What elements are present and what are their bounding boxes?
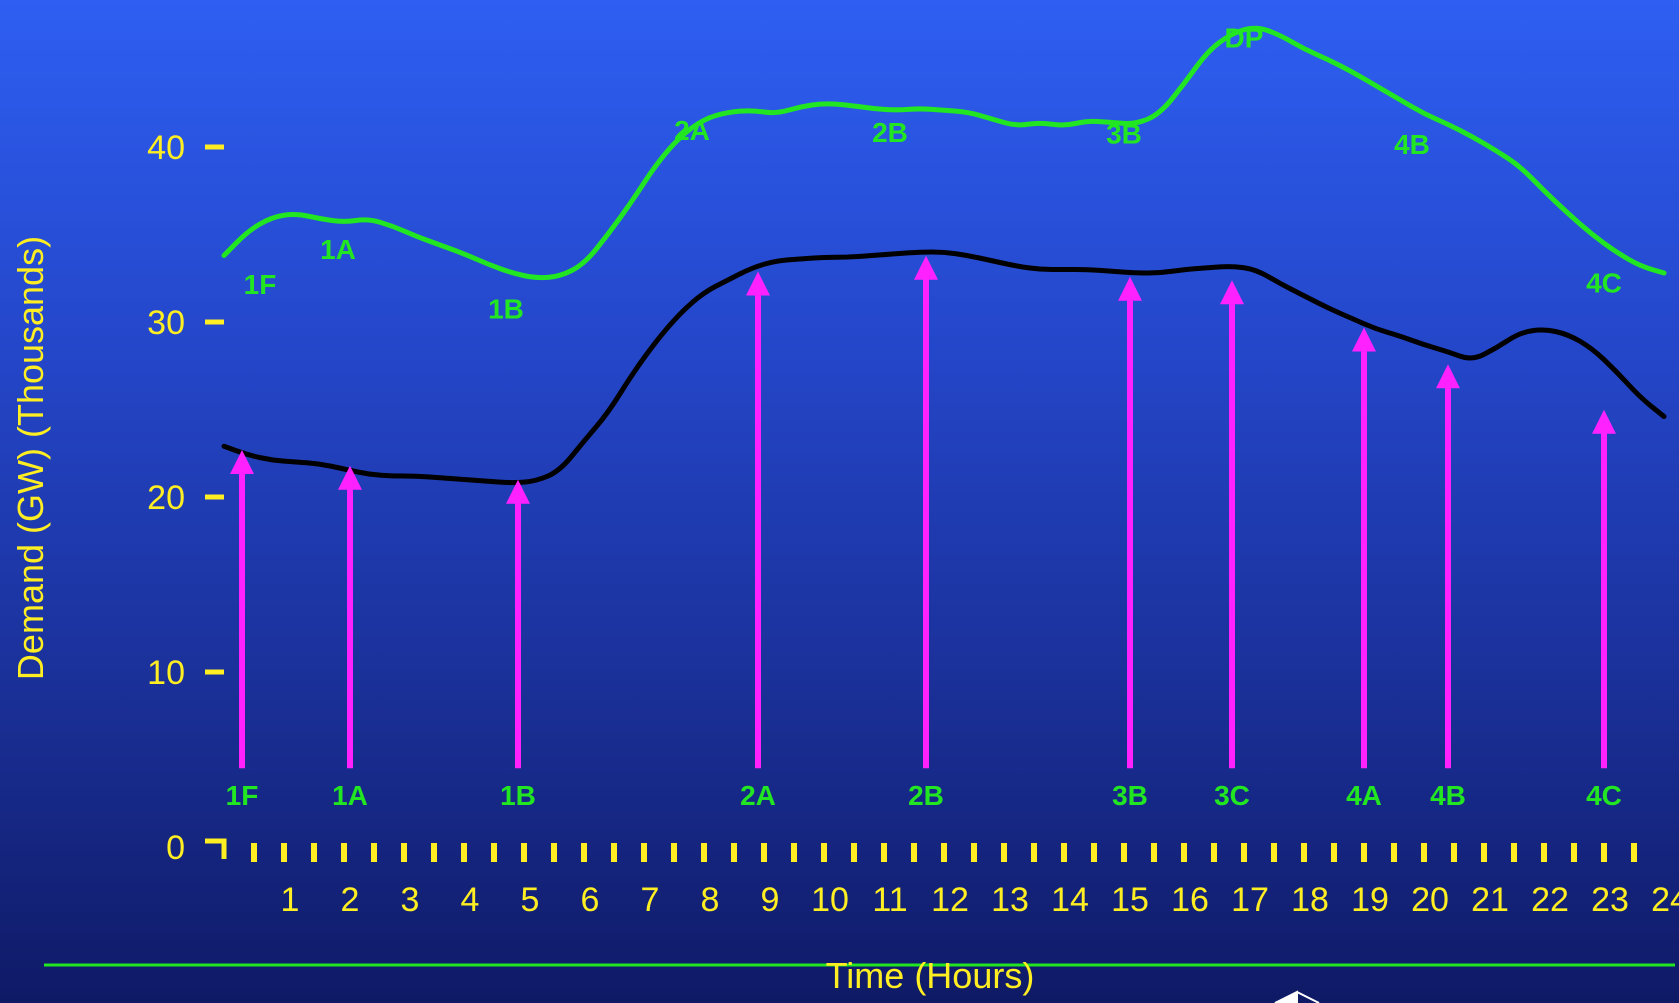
curve-label: 2A xyxy=(674,115,710,146)
x-tick-label: 7 xyxy=(641,881,660,919)
arrow-label: 3C xyxy=(1214,780,1250,811)
x-tick-label: 22 xyxy=(1531,881,1569,919)
curve-label: DP xyxy=(1225,22,1264,53)
x-tick-label: 18 xyxy=(1291,881,1329,919)
arrow-label: 1F xyxy=(226,780,259,811)
curve-label: 3B xyxy=(1106,119,1142,150)
arrow-label: 4A xyxy=(1346,780,1382,811)
x-tick-label: 23 xyxy=(1591,881,1629,919)
x-tick-label: 1 xyxy=(281,881,300,919)
x-tick-label: 16 xyxy=(1171,881,1209,919)
upper-demand-line xyxy=(221,25,1667,281)
labels-layer: 1F 1A 1B 2A 2B 3B DP 4B 4C xyxy=(244,22,1622,1003)
arrow-label: 4B xyxy=(1430,780,1466,811)
y-tick-label: 30 xyxy=(147,304,185,342)
arrow-label: 4C xyxy=(1586,780,1622,811)
x-tick-label: 17 xyxy=(1231,881,1269,919)
y-axis-label: Demand (GW) (Thousands) xyxy=(10,236,51,680)
y-tick-label: 0 xyxy=(166,829,185,867)
y-tick-mark xyxy=(205,838,227,859)
y-tick-label: 40 xyxy=(147,129,185,167)
x-tick-label: 13 xyxy=(991,881,1029,919)
x-tick-label: 14 xyxy=(1051,881,1089,919)
arrow-label: 2A xyxy=(740,780,776,811)
logo-icon xyxy=(1274,990,1320,1003)
x-tick-label: 11 xyxy=(872,881,907,919)
x-tick-label: 6 xyxy=(581,881,600,919)
curve-label: 1F xyxy=(244,269,277,300)
x-tick-label: 5 xyxy=(521,881,540,919)
arrow-label: 3B xyxy=(1112,780,1148,811)
arrow-label: 1B xyxy=(500,780,536,811)
arrow-label: 2B xyxy=(908,780,944,811)
y-tick-label: 20 xyxy=(147,479,185,517)
arrow-label: 1A xyxy=(332,780,368,811)
x-tick-label: 2 xyxy=(341,881,360,919)
x-tick-label: 24 xyxy=(1651,881,1679,919)
x-tick-label: 12 xyxy=(931,881,969,919)
series-layer xyxy=(221,25,1667,486)
x-tick-label: 21 xyxy=(1471,881,1509,919)
x-tick-label: 8 xyxy=(701,881,720,919)
curve-label: 4B xyxy=(1394,129,1430,160)
lower-demand-line xyxy=(221,249,1667,486)
curve-label: 2B xyxy=(872,117,908,148)
x-tick-label: 4 xyxy=(461,881,480,919)
x-tick-label: 3 xyxy=(401,881,420,919)
x-tick-label: 9 xyxy=(761,881,780,919)
y-tick-label: 10 xyxy=(147,654,185,692)
curve-label: 1A xyxy=(320,234,356,265)
x-tick-label: 20 xyxy=(1411,881,1449,919)
x-tick-label: 10 xyxy=(811,881,849,919)
x-tick-label: 15 xyxy=(1111,881,1149,919)
x-axis-label: Time (Hours) xyxy=(826,955,1035,996)
arrows-layer: 1F 1A 1B 2A 2B 3B 3C 4A 4B 4C xyxy=(226,255,1622,811)
curve-label: 4C xyxy=(1586,267,1622,298)
x-tick-label: 19 xyxy=(1351,881,1389,919)
curve-label: 1B xyxy=(488,294,524,325)
